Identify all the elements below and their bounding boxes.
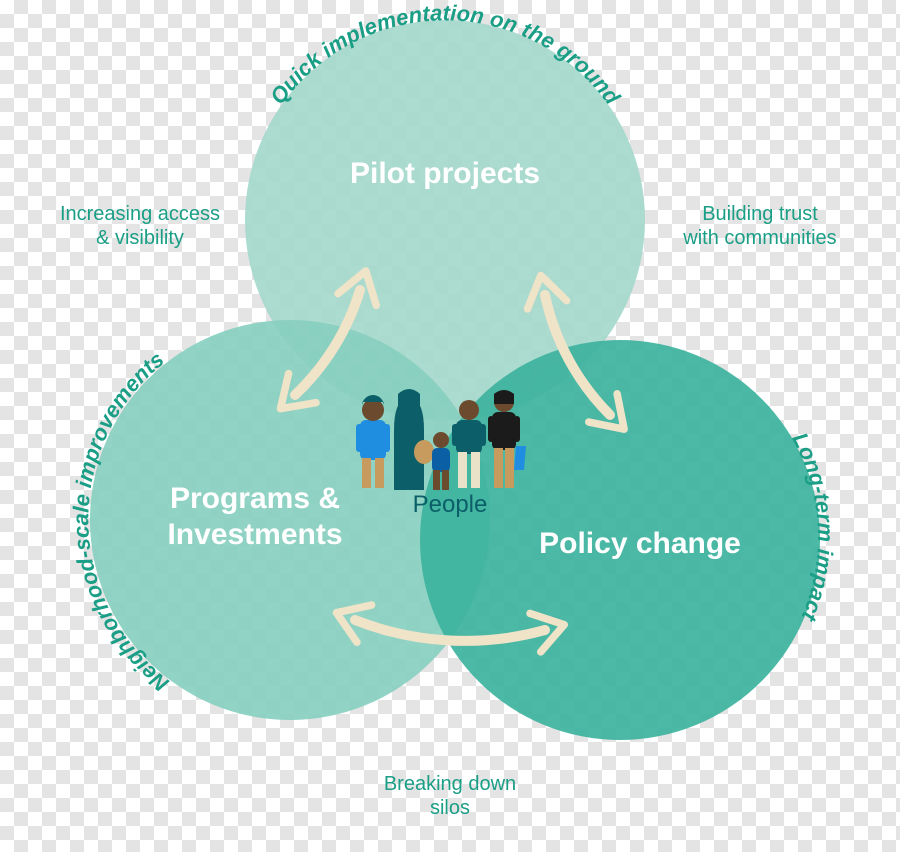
title-policy-change: Policy change (539, 527, 741, 560)
side-label-upper-left: Increasing access & visibility (60, 203, 220, 249)
diagram-stage: Quick implementation on the ground Neigh… (0, 0, 900, 852)
title-pilot-projects: Pilot projects (350, 157, 540, 190)
side-label-bottom: Breaking down silos (384, 773, 516, 819)
side-label-bottom-l1: Breaking down (384, 773, 516, 795)
side-label-upper-right: Building trust with communities (682, 203, 836, 249)
side-label-upper-right-l1: Building trust (702, 203, 818, 225)
side-label-bottom-l2: silos (430, 797, 470, 819)
side-label-upper-left-l2: & visibility (96, 227, 184, 249)
title-programs-investments-l2: Investments (167, 518, 342, 551)
venn-circles (90, 20, 820, 740)
title-programs-investments-l1: Programs & (170, 482, 340, 515)
side-label-upper-left-l1: Increasing access (60, 203, 220, 225)
center-label-people: People (413, 491, 488, 518)
side-label-upper-right-l2: with communities (682, 227, 836, 249)
